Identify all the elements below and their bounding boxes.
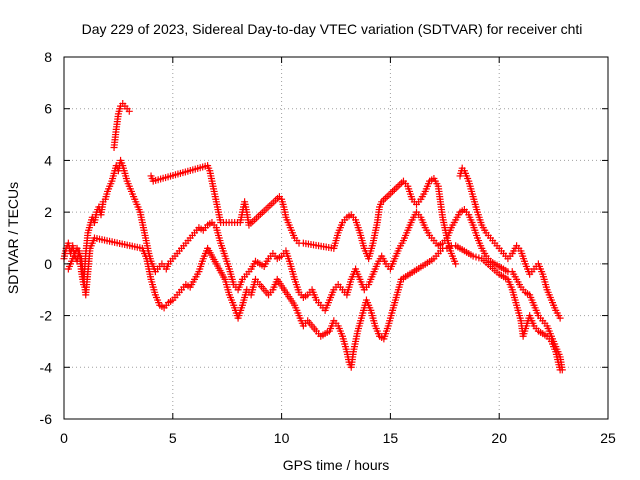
data-point: [125, 107, 133, 115]
grid-lines: [64, 57, 608, 419]
series-main-trace: [60, 156, 566, 374]
data-point: [396, 181, 404, 189]
data-point: [398, 179, 406, 187]
x-tick-label: 20: [491, 430, 507, 446]
data-point: [556, 366, 564, 374]
y-tick-label: 2: [44, 204, 52, 220]
x-axis-title: GPS time / hours: [283, 457, 390, 473]
data-point: [394, 182, 402, 190]
x-tick-label: 10: [274, 430, 290, 446]
data-point: [385, 191, 393, 199]
data-point: [452, 260, 460, 268]
series-lower-trace: [64, 234, 564, 374]
y-tick-label: 4: [44, 152, 52, 168]
y-tick-label: -2: [40, 308, 53, 324]
y-tick-labels: -6 -4 -2 0 2 4 6 8: [40, 49, 53, 427]
series-upper-trace: [110, 100, 564, 322]
x-tick-label: 5: [169, 430, 177, 446]
axis-ticks: [63, 56, 609, 420]
data-point: [381, 194, 389, 202]
data-point: [556, 314, 564, 322]
plot-frame: [63, 56, 609, 420]
data-point: [383, 193, 391, 201]
y-tick-label: 8: [44, 49, 52, 65]
y-tick-label: -4: [40, 359, 53, 375]
chart-title: Day 229 of 2023, Sidereal Day-to-day VTE…: [82, 21, 583, 37]
x-tick-label: 25: [600, 430, 616, 446]
x-tick-label: 15: [383, 430, 399, 446]
y-tick-label: -6: [40, 411, 53, 427]
y-axis-title: SDTVAR / TECUs: [5, 182, 21, 294]
x-tick-label: 0: [60, 430, 68, 446]
y-tick-label: 6: [44, 101, 52, 117]
data-point: [392, 184, 400, 192]
y-tick-label: 0: [44, 256, 52, 272]
data-marks: [60, 100, 566, 374]
data-point: [387, 189, 395, 197]
x-tick-labels: 0 5 10 15 20 25: [60, 430, 616, 446]
data-point: [390, 186, 398, 194]
